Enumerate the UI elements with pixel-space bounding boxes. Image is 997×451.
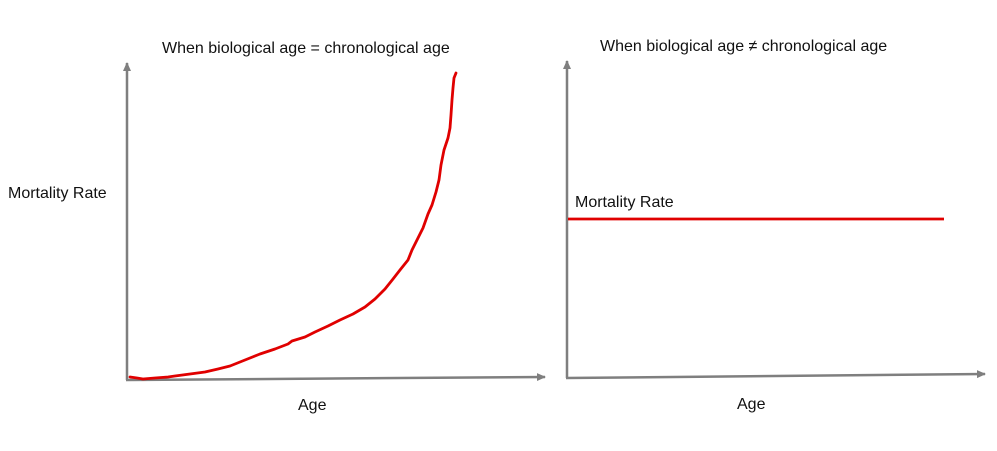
left-mortality-curve xyxy=(128,71,458,381)
left-panel-title: When biological age = chronological age xyxy=(162,40,450,57)
left-x-axis-label: Age xyxy=(298,397,327,414)
left-x-axis xyxy=(125,373,546,382)
right-x-axis-label: Age xyxy=(737,396,766,413)
right-panel-title: When biological age ≠ chronological age xyxy=(600,38,888,55)
left-y-axis-label: Mortality Rate xyxy=(8,185,107,202)
right-line-label: Mortality Rate xyxy=(575,194,674,211)
right-x-axis xyxy=(565,370,986,380)
